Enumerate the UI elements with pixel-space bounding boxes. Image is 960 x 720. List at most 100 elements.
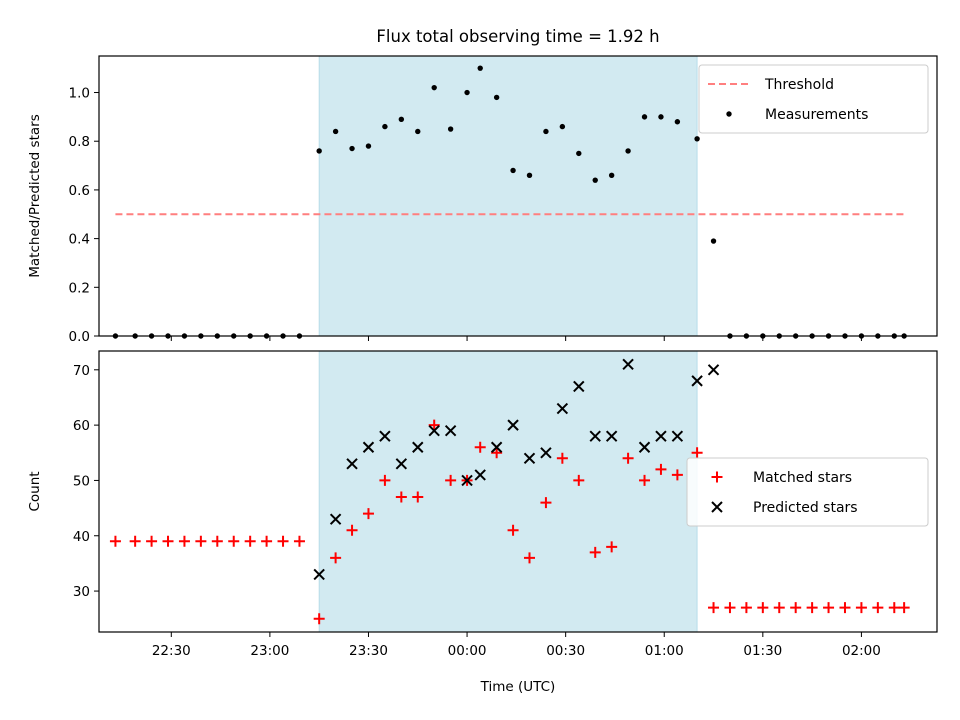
measurements-point bbox=[398, 116, 405, 123]
matched-stars-point bbox=[708, 602, 720, 614]
matched-stars-point bbox=[639, 474, 651, 486]
y-tick-label: 0.6 bbox=[69, 183, 90, 199]
matched-stars-point bbox=[428, 419, 440, 431]
x-tick-label: 23:30 bbox=[349, 643, 388, 659]
y-tick-label: 50 bbox=[73, 473, 90, 489]
predicted-stars-point bbox=[490, 441, 503, 453]
predicted-stars-point bbox=[523, 452, 536, 465]
legend-box bbox=[686, 457, 929, 527]
matched-stars-point bbox=[261, 535, 273, 547]
matched-stars-point bbox=[445, 474, 457, 486]
x-tick-label: 22:30 bbox=[152, 643, 191, 659]
matched-stars-point bbox=[474, 441, 486, 453]
legend-marker-predicted-stars bbox=[711, 501, 723, 513]
predicted-stars-point bbox=[461, 474, 473, 487]
matched-stars-point bbox=[839, 602, 851, 614]
matched-stars-point bbox=[806, 602, 818, 614]
legend-label-measurements: Measurements bbox=[765, 107, 868, 123]
x-tick-label: 00:30 bbox=[546, 643, 585, 659]
x-tick-label: 00:00 bbox=[448, 643, 487, 659]
matched-stars-point bbox=[362, 508, 374, 520]
matched-stars-point bbox=[724, 602, 736, 614]
matched-stars-point bbox=[540, 497, 552, 509]
y-tick-label: 40 bbox=[73, 529, 90, 545]
matched-stars-point bbox=[211, 535, 223, 547]
legend-marker-matched-stars bbox=[711, 471, 723, 483]
legend-box bbox=[698, 64, 929, 134]
matched-stars-point bbox=[757, 602, 769, 614]
matched-stars-point bbox=[244, 535, 256, 547]
y-tick-label: 0.4 bbox=[69, 232, 90, 248]
predicted-stars-point bbox=[622, 358, 634, 370]
y-axis-label: Matched/Predicted stars bbox=[27, 114, 43, 277]
matched-stars-point bbox=[346, 524, 358, 536]
predicted-stars-point bbox=[605, 430, 618, 442]
predicted-stars-point bbox=[671, 430, 684, 442]
matched-stars-point bbox=[872, 602, 884, 614]
legend-label-predicted-stars: Predicted stars bbox=[753, 500, 858, 516]
measurements-point bbox=[710, 238, 717, 244]
x-tick-label: 01:00 bbox=[645, 643, 684, 659]
measurements-point bbox=[674, 119, 681, 125]
matched-stars-point bbox=[109, 535, 121, 547]
matched-stars-point bbox=[293, 535, 305, 547]
axes-frame bbox=[98, 350, 938, 633]
predicted-stars-point bbox=[638, 441, 651, 453]
predicted-stars-point bbox=[329, 513, 342, 525]
legend-label-threshold: Threshold bbox=[764, 77, 834, 93]
matched-stars-point bbox=[589, 546, 601, 558]
top-panel: 0.0 0.2 0.4 0.6 0.8 1.0 Matched/Predicted star… bbox=[27, 55, 938, 345]
matched-stars-point bbox=[507, 524, 519, 536]
measurements-point bbox=[447, 126, 454, 132]
y-tick-label: 70 bbox=[73, 363, 90, 379]
measurements-point bbox=[592, 177, 598, 183]
x-tick-label: 02:00 bbox=[842, 643, 881, 659]
predicted-stars-point bbox=[474, 469, 486, 481]
chart-title: Flux total observing time = 1.92 h bbox=[376, 27, 659, 46]
matched-stars-point bbox=[228, 535, 240, 547]
predicted-stars-point bbox=[362, 441, 375, 453]
predicted-stars-point bbox=[691, 375, 703, 387]
measurements-point bbox=[510, 167, 516, 174]
matched-stars-point bbox=[379, 474, 391, 486]
matched-stars-point bbox=[671, 469, 683, 481]
matched-stars-point bbox=[491, 447, 503, 459]
matched-stars-point bbox=[524, 552, 536, 564]
y-tick-label: 0.0 bbox=[69, 329, 90, 345]
predicted-stars-point bbox=[589, 430, 601, 442]
measurements-point bbox=[543, 128, 549, 135]
y-tick-label: 0.8 bbox=[69, 134, 90, 150]
predicted-stars-point bbox=[379, 430, 391, 442]
predicted-stars-point bbox=[346, 458, 358, 470]
predicted-stars-point bbox=[655, 430, 667, 442]
axes-frame bbox=[98, 55, 938, 337]
matched-stars-point bbox=[162, 535, 174, 547]
measurements-point bbox=[332, 128, 339, 135]
y-tick-label: 60 bbox=[73, 418, 90, 434]
measurements-point bbox=[625, 148, 631, 154]
predicted-stars-point bbox=[556, 402, 569, 415]
matched-stars-point bbox=[898, 602, 910, 614]
measurements-point bbox=[365, 143, 372, 149]
predicted-stars-point bbox=[395, 458, 408, 470]
matched-stars-point bbox=[313, 613, 325, 625]
measurements-point bbox=[382, 123, 388, 130]
matched-stars-point bbox=[655, 463, 667, 475]
matched-stars-point bbox=[740, 602, 752, 614]
matched-stars-point bbox=[395, 491, 407, 503]
measurements-point bbox=[431, 84, 437, 91]
highlight-span bbox=[318, 350, 698, 633]
measurements-point bbox=[608, 172, 615, 179]
matched-stars-point bbox=[691, 447, 703, 459]
legend-label-matched-stars: Matched stars bbox=[753, 470, 852, 486]
predicted-stars-point bbox=[412, 441, 424, 453]
predicted-stars-point bbox=[573, 380, 585, 393]
x-tick-label: 23:00 bbox=[250, 643, 289, 659]
matched-stars-point bbox=[556, 452, 568, 464]
measurements-point bbox=[477, 65, 483, 71]
matched-stars-point bbox=[195, 535, 207, 547]
predicted-stars-point bbox=[428, 424, 440, 437]
matched-stars-point bbox=[178, 535, 190, 547]
matched-stars-point bbox=[277, 535, 289, 547]
